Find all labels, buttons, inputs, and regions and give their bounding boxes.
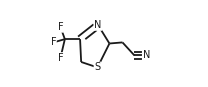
Text: F: F (51, 37, 56, 47)
Text: S: S (94, 62, 100, 72)
Text: N: N (143, 50, 150, 60)
Text: N: N (94, 20, 102, 30)
Text: F: F (58, 53, 63, 63)
Text: F: F (58, 22, 63, 32)
